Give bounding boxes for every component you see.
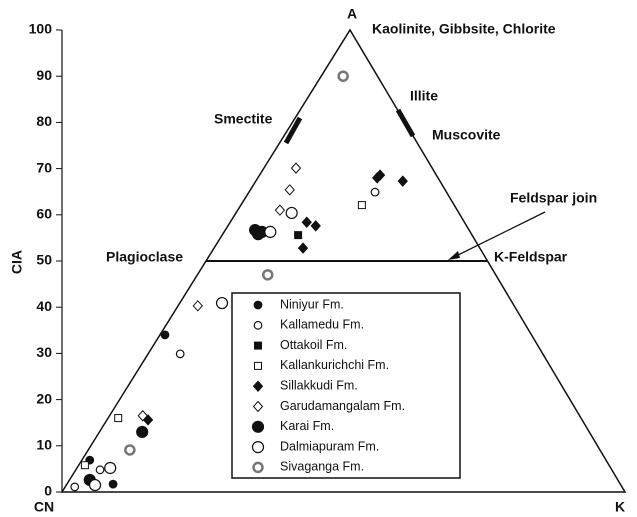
marker — [337, 70, 349, 82]
marker — [294, 231, 303, 240]
y-axis-title: CIA — [9, 250, 25, 274]
legend-marker — [251, 420, 265, 433]
marker — [297, 242, 309, 254]
legend-marker — [251, 441, 265, 454]
marker — [88, 478, 102, 492]
marker — [284, 184, 295, 196]
marker — [264, 225, 277, 238]
legend-label: Garudamangalam Fm. — [280, 399, 405, 413]
marker — [274, 204, 286, 216]
marker — [192, 300, 203, 312]
y-tick-label: 10 — [36, 437, 52, 453]
annotation: Smectite — [214, 111, 273, 127]
annotation: Feldspar join — [510, 190, 597, 206]
y-tick-label: 100 — [29, 21, 53, 37]
marker — [136, 425, 149, 439]
legend — [231, 292, 461, 479]
marker — [310, 220, 321, 232]
marker — [80, 461, 89, 470]
legend-label: Karai Fm. — [280, 419, 334, 433]
annotation: Illite — [410, 88, 438, 104]
y-tick-label: 90 — [36, 67, 52, 83]
marker — [108, 479, 118, 489]
y-tick-label: 70 — [36, 159, 52, 175]
legend-marker — [252, 380, 264, 392]
legend-label: Kallamedu Fm. — [280, 318, 364, 332]
legend-label: Kallankurichchi Fm. — [280, 358, 389, 372]
legend-label: Sillakkudi Fm. — [280, 378, 358, 392]
arrow-head — [448, 251, 460, 260]
illite-bar — [395, 108, 416, 138]
annotation: K-Feldspar — [494, 249, 568, 265]
marker — [160, 330, 170, 340]
marker — [70, 482, 80, 492]
marker — [137, 410, 148, 422]
legend-marker — [254, 361, 262, 370]
y-tick-label: 50 — [36, 252, 52, 268]
marker — [301, 216, 312, 228]
marker — [374, 169, 386, 181]
legend-marker — [253, 320, 263, 330]
legend-marker — [254, 341, 262, 350]
legend-marker — [252, 400, 264, 413]
marker — [397, 175, 408, 187]
marker — [114, 414, 123, 423]
legend-marker — [253, 300, 263, 310]
y-tick-label: 0 — [44, 483, 52, 499]
marker — [175, 349, 185, 359]
marker — [252, 228, 265, 241]
marker — [261, 269, 274, 281]
marker — [104, 461, 117, 475]
legend-label: Ottakoil Fm. — [280, 338, 347, 352]
y-tick-label: 20 — [36, 390, 52, 406]
legend-marker — [252, 461, 264, 474]
legend-label: Niniyur Fm. — [280, 297, 344, 311]
arrow — [451, 211, 546, 259]
apex-label: K — [615, 499, 625, 515]
smectite-bar — [283, 116, 303, 145]
marker — [290, 162, 302, 174]
y-tick-label: 80 — [36, 113, 52, 129]
marker — [370, 187, 380, 197]
apex-label: CN — [34, 499, 54, 515]
y-tick-label: 30 — [36, 344, 52, 360]
marker — [95, 465, 105, 475]
annotation: Muscovite — [432, 127, 501, 143]
y-tick-label: 40 — [36, 298, 52, 314]
apex-label: A — [347, 6, 357, 22]
annotation: Plagioclase — [106, 249, 183, 265]
y-tick-label: 60 — [36, 206, 52, 222]
marker — [357, 201, 366, 210]
annotation: Kaolinite, Gibbsite, Chlorite — [372, 21, 556, 37]
legend-label: Sivaganga Fm. — [280, 460, 364, 474]
legend-label: Dalmiapuram Fm. — [280, 439, 379, 453]
marker — [124, 444, 136, 456]
marker — [285, 206, 298, 220]
marker — [215, 296, 229, 310]
